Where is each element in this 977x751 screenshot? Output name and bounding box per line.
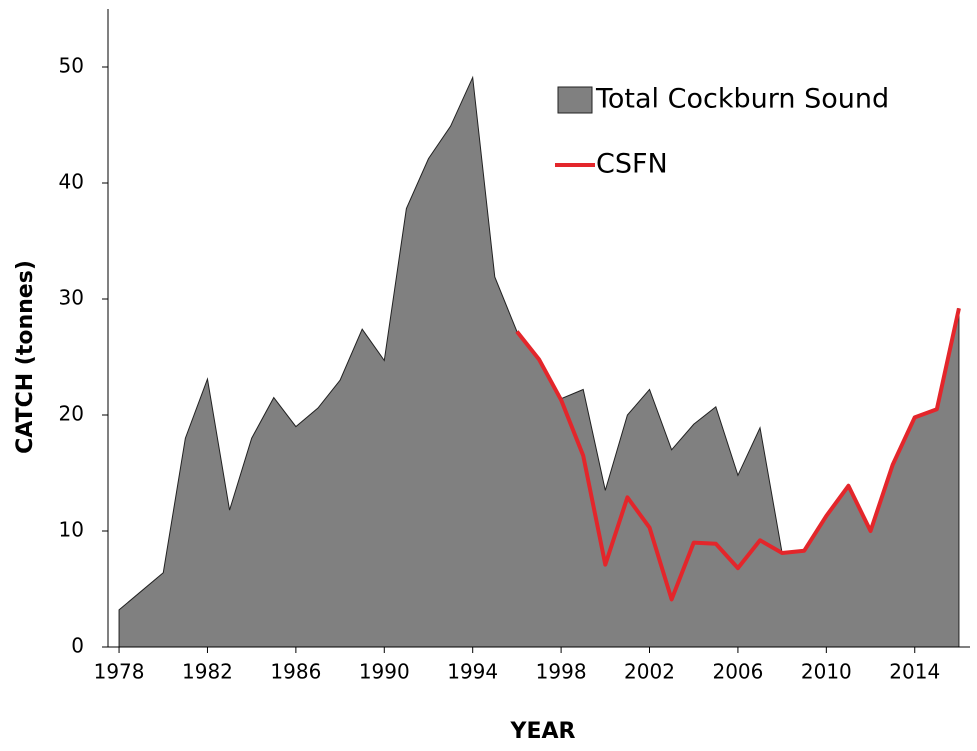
y-tick-label: 30 — [59, 286, 84, 310]
x-tick-label: 1986 — [270, 660, 321, 684]
x-tick-label: 1994 — [447, 660, 498, 684]
x-tick-label: 2002 — [624, 660, 675, 684]
legend-swatch — [557, 86, 593, 114]
legend-label: CSFN — [596, 149, 668, 180]
y-tick-label: 40 — [59, 170, 84, 194]
x-axis-label: YEAR — [510, 719, 576, 744]
x-tick-label: 2006 — [712, 660, 763, 684]
x-tick-label: 2014 — [889, 660, 940, 684]
x-tick-label: 1990 — [359, 660, 410, 684]
x-tick-label: 2010 — [801, 660, 852, 684]
y-tick-label: 10 — [59, 518, 84, 542]
y-tick-label: 50 — [59, 54, 84, 78]
x-tick-label: 1998 — [536, 660, 587, 684]
y-tick-label: 20 — [59, 402, 84, 426]
x-tick-label: 1978 — [94, 660, 145, 684]
y-axis-label: CATCH (tonnes) — [13, 260, 38, 454]
y-tick-label: 0 — [71, 634, 84, 658]
x-tick-label: 1982 — [182, 660, 233, 684]
legend-label: Total Cockburn Sound — [595, 84, 889, 115]
line — [515, 307, 961, 602]
